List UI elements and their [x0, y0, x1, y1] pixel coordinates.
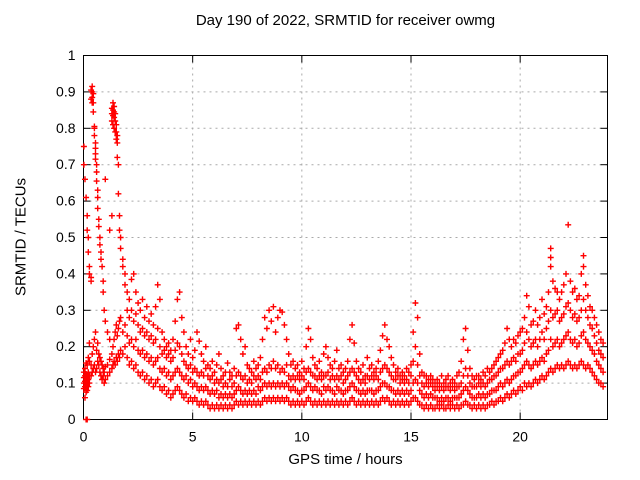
x-axis-title: GPS time / hours [288, 451, 403, 468]
x-tick-label: 20 [512, 429, 528, 445]
y-tick-label: 0.2 [56, 338, 76, 354]
y-tick-label: 0.4 [56, 265, 76, 281]
y-tick-label: 0 [68, 411, 76, 427]
x-tick-label: 5 [189, 429, 197, 445]
y-tick-label: 1 [68, 47, 76, 63]
y-tick-label: 0.3 [56, 302, 76, 318]
y-tick-label: 0.1 [56, 375, 76, 391]
x-tick-label: 0 [80, 429, 88, 445]
chart-title: Day 190 of 2022, SRMTID for receiver owm… [195, 12, 496, 29]
y-tick-label: 0.7 [56, 156, 76, 172]
plot-border [83, 55, 608, 420]
y-tick-label: 0.8 [56, 120, 76, 136]
x-tick-label: 15 [403, 429, 419, 445]
x-tick-label: 10 [294, 429, 310, 445]
y-tick-label: 0.5 [56, 229, 76, 245]
scatter-points [80, 83, 607, 423]
y-tick-label: 0.6 [56, 193, 76, 209]
y-tick-label: 0.9 [56, 83, 76, 99]
